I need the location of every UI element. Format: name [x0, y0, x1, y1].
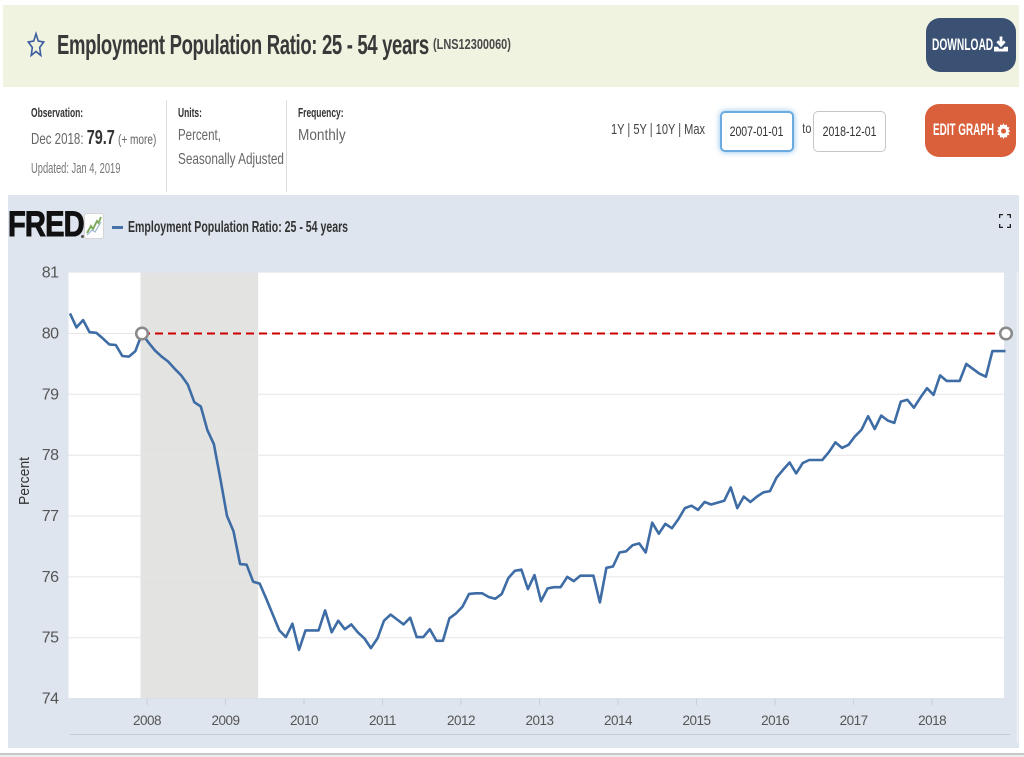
svg-text:2016: 2016 — [761, 713, 789, 728]
svg-text:2008: 2008 — [133, 713, 161, 728]
svg-text:74: 74 — [42, 691, 59, 708]
svg-text:2015: 2015 — [682, 713, 710, 728]
svg-text:81: 81 — [42, 265, 59, 282]
svg-text:78: 78 — [42, 447, 59, 464]
svg-text:2012: 2012 — [447, 713, 475, 728]
svg-text:Percent: Percent — [16, 456, 33, 505]
svg-text:2017: 2017 — [840, 713, 868, 728]
svg-text:2011: 2011 — [369, 713, 396, 728]
svg-text:77: 77 — [42, 508, 59, 525]
svg-text:2009: 2009 — [211, 713, 239, 728]
svg-text:76: 76 — [42, 569, 59, 586]
svg-text:79: 79 — [42, 387, 59, 404]
svg-text:2018: 2018 — [918, 713, 946, 728]
svg-text:2014: 2014 — [604, 713, 633, 728]
svg-text:75: 75 — [42, 630, 59, 647]
svg-text:2010: 2010 — [290, 713, 318, 728]
svg-text:80: 80 — [42, 326, 59, 343]
svg-text:2013: 2013 — [525, 713, 553, 728]
